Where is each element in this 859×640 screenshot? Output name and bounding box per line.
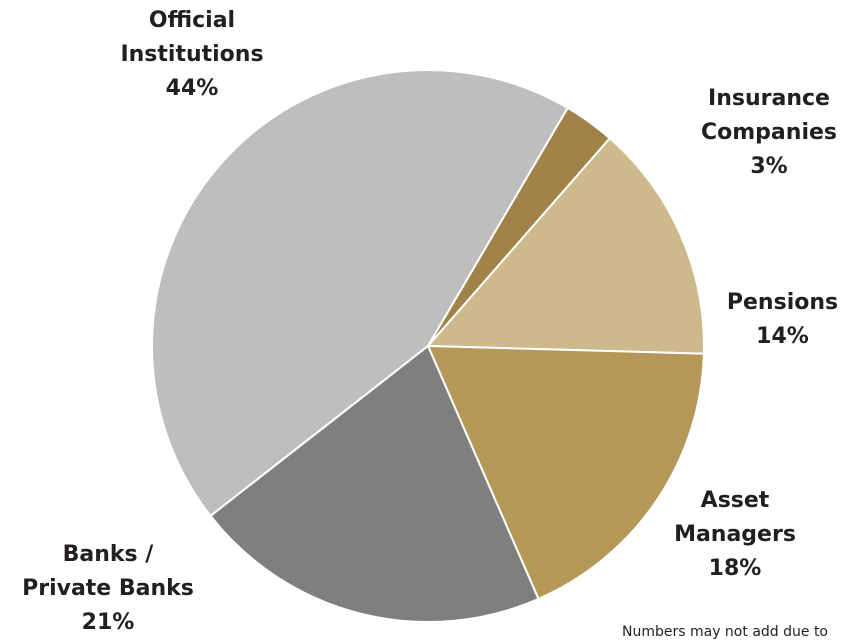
- slice-pensions: [425, 136, 705, 355]
- label-line: Private Banks: [22, 576, 194, 601]
- label-percent: 3%: [750, 154, 788, 179]
- label-line: Insurance: [708, 86, 830, 111]
- slice-official-institutions: [151, 69, 570, 518]
- label-insurance-companies: Insurance Companies 3%: [680, 82, 858, 184]
- label-percent: 21%: [81, 610, 135, 635]
- label-percent: 18%: [708, 556, 762, 581]
- label-line: Banks /: [62, 542, 154, 567]
- label-line: Official: [148, 8, 236, 33]
- label-official-institutions: Official Institutions 44%: [107, 4, 277, 106]
- footnote: Numbers may not add due to: [622, 624, 828, 640]
- slice-banks-private-banks: [209, 344, 540, 623]
- slice-asset-managers: [426, 344, 705, 601]
- label-asset-managers: Asset Managers 18%: [650, 484, 820, 586]
- label-line: Pensions: [726, 290, 839, 315]
- label-line: Institutions: [120, 42, 264, 67]
- label-percent: 44%: [165, 76, 219, 101]
- label-line: Managers: [674, 522, 796, 547]
- label-line: Companies: [701, 120, 837, 145]
- label-percent: 14%: [756, 324, 809, 349]
- label-pensions: Pensions 14%: [700, 286, 859, 354]
- label-banks-private-banks: Banks / Private Banks 21%: [8, 538, 208, 640]
- label-line: Asset: [700, 488, 770, 513]
